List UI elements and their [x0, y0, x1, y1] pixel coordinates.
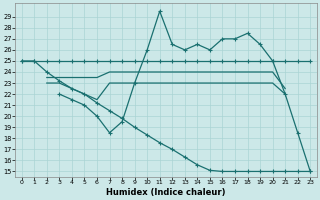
- X-axis label: Humidex (Indice chaleur): Humidex (Indice chaleur): [106, 188, 226, 197]
